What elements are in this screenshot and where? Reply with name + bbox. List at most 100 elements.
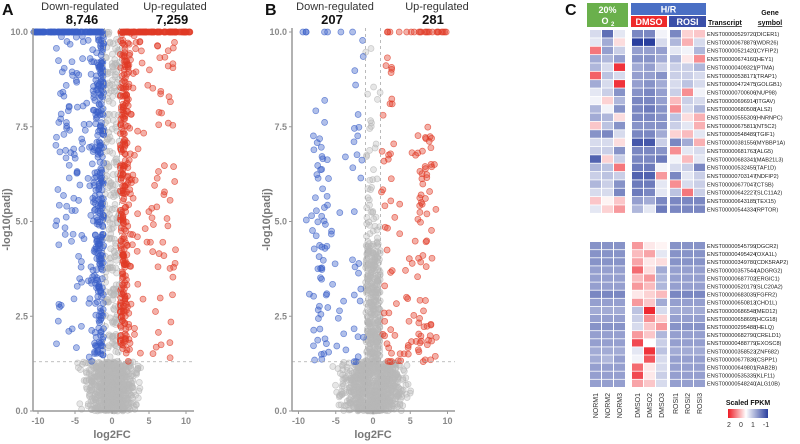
heatmap-cell — [602, 331, 613, 339]
heatmap-cell — [644, 314, 655, 323]
point-down-regulated — [65, 161, 73, 169]
heatmap-cell — [632, 339, 643, 347]
y-tick-label: 10.0 — [10, 27, 28, 37]
point-up-regulated — [405, 317, 413, 325]
point-up-regulated — [384, 28, 392, 36]
point-up-regulated — [170, 263, 177, 271]
point-down-regulated — [93, 80, 101, 87]
point-down-regulated — [94, 153, 102, 161]
heatmap-cell — [656, 121, 667, 130]
heatmap-cell — [682, 347, 693, 355]
point-not-significant — [374, 96, 381, 103]
heatmap-cell — [682, 180, 693, 188]
transcript-id: ENST00000700606 — [707, 90, 756, 96]
point-not-significant — [365, 196, 373, 204]
point-down-regulated — [52, 141, 60, 149]
point-down-regulated — [353, 151, 361, 159]
point-down-regulated — [358, 156, 366, 164]
point-down-regulated — [84, 36, 92, 44]
point-not-significant — [375, 266, 383, 273]
heatmap-cell — [632, 146, 643, 155]
gene-symbol: (KLF11) — [755, 374, 775, 380]
up-regulated-count: 281 — [422, 12, 444, 27]
gene-symbol: (RAB2B) — [755, 366, 777, 372]
heatmap-cell — [694, 363, 705, 371]
point-not-significant — [376, 347, 384, 355]
heatmap-cell — [656, 46, 667, 55]
column-label: ROSI2 — [685, 393, 692, 414]
heatmap-cell — [614, 138, 625, 147]
point-not-significant — [106, 255, 113, 262]
heatmap-cell — [590, 130, 601, 138]
heatmap-cell — [614, 155, 625, 163]
point-up-regulated — [132, 39, 140, 46]
point-not-significant — [367, 186, 374, 193]
point-down-regulated — [319, 155, 327, 163]
point-not-significant — [372, 298, 380, 306]
point-up-regulated — [124, 160, 132, 167]
point-up-regulated — [422, 297, 429, 304]
point-up-regulated — [155, 168, 162, 175]
gene-symbol: (NUP98) — [755, 90, 777, 96]
heatmap-cell — [670, 138, 681, 147]
heatmap-cell — [656, 63, 667, 71]
point-down-regulated — [323, 290, 331, 298]
heatmap-cell — [682, 121, 693, 130]
heatmap-cell — [656, 242, 667, 250]
point-up-regulated — [132, 45, 139, 53]
heatmap-cell — [590, 347, 601, 355]
point-not-significant — [354, 385, 362, 393]
heatmap-cell — [694, 339, 705, 347]
heatmap-cell — [644, 88, 655, 96]
heatmap-row: ENST00000295488(HELQ) — [590, 323, 774, 331]
point-up-regulated — [408, 260, 416, 267]
point-up-regulated — [121, 115, 129, 123]
transcript-id: ENST00000675811 — [707, 124, 756, 130]
point-down-regulated — [312, 232, 320, 240]
heatmap-cell — [602, 30, 613, 38]
heatmap-cell — [682, 331, 693, 339]
point-down-regulated — [310, 292, 317, 300]
heatmap-cell — [614, 306, 625, 315]
heatmap-cell — [644, 205, 655, 213]
heatmap-cell — [614, 88, 625, 96]
point-up-regulated — [138, 59, 146, 67]
transcript-id: ENST00000495424 — [707, 252, 756, 258]
legend-label: 1 — [751, 422, 755, 429]
x-tick-label: -5 — [71, 416, 79, 426]
heatmap-cell — [602, 355, 613, 363]
heatmap-cell — [602, 258, 613, 266]
point-down-regulated — [312, 107, 320, 115]
point-down-regulated — [313, 139, 321, 146]
gene-header-line1: Gene — [761, 10, 779, 17]
point-not-significant — [94, 366, 102, 373]
heatmap-cell — [590, 250, 601, 258]
point-up-regulated — [127, 110, 135, 118]
point-up-regulated — [166, 196, 174, 204]
heatmap-cell — [614, 146, 625, 155]
gene-symbol: (PTMA) — [755, 65, 774, 71]
point-down-regulated — [325, 175, 332, 182]
point-up-regulated — [159, 238, 167, 246]
heatmap-cell — [694, 121, 705, 130]
y-tick-label: 2.5 — [274, 311, 287, 321]
point-down-regulated — [319, 185, 326, 193]
point-down-regulated — [88, 357, 95, 365]
heatmap-cell — [632, 138, 643, 147]
heatmap-cell — [614, 130, 625, 138]
transcript-header: Transcript — [708, 20, 743, 27]
point-up-regulated — [125, 80, 133, 88]
point-not-significant — [135, 379, 143, 386]
transcript-id: ENST00000358523 — [707, 349, 756, 355]
panel-label-a: A — [2, 2, 14, 19]
point-down-regulated — [314, 218, 322, 226]
point-down-regulated — [323, 242, 331, 250]
heatmap-cell — [670, 250, 681, 258]
x-tick-label: -10 — [292, 416, 305, 426]
heatmap-cell — [632, 113, 643, 122]
heatmap-cell — [682, 282, 693, 290]
point-up-regulated — [396, 230, 404, 238]
point-down-regulated — [349, 256, 356, 264]
heatmap-cell — [694, 105, 705, 113]
heatmap-cell — [632, 96, 643, 105]
